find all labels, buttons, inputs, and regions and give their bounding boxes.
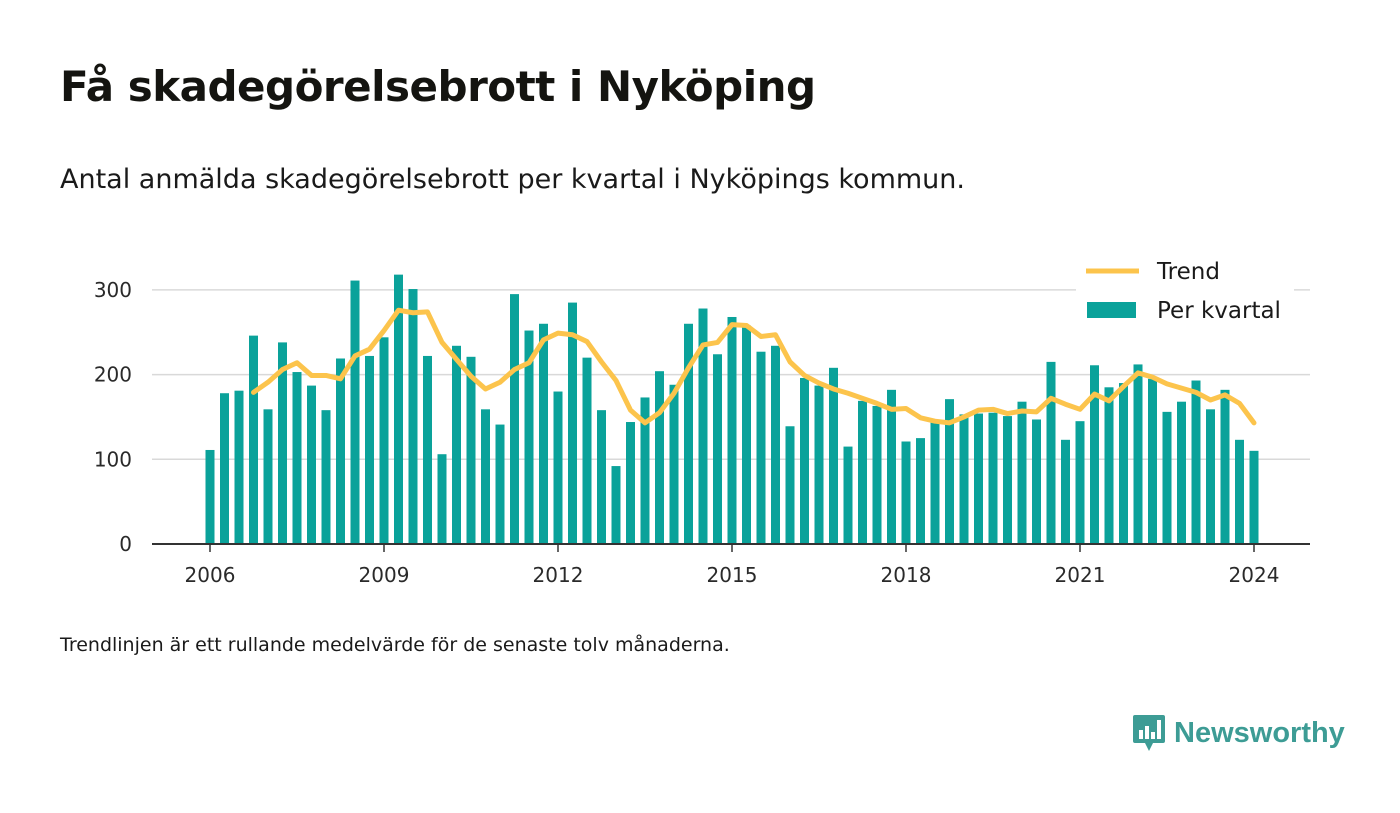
bar (1177, 401, 1186, 544)
bar (785, 426, 795, 544)
bar (829, 367, 838, 544)
bar (524, 330, 534, 544)
bar (510, 294, 519, 544)
chart: 0 100 200 300 2006 2009 2012 2015 2018 2021 2024 T… (93, 255, 1310, 587)
bar (278, 342, 287, 544)
bar (220, 393, 229, 544)
brand-name: Newsworthy (1174, 716, 1345, 749)
bar (988, 412, 998, 544)
bar (945, 399, 954, 544)
x-tick-label: 2012 (533, 563, 584, 587)
bar (495, 424, 505, 544)
bar (959, 414, 969, 544)
bar (887, 389, 896, 544)
bar (916, 438, 925, 544)
x-tick-label: 2006 (185, 563, 236, 587)
bar (858, 400, 867, 544)
bar (742, 325, 751, 544)
bar (321, 410, 331, 544)
x-tick-label: 2021 (1055, 563, 1106, 587)
bar (568, 302, 577, 544)
bar (597, 410, 606, 544)
bar (640, 397, 650, 544)
bar (1148, 378, 1157, 544)
bar (249, 335, 258, 544)
y-tick-label: 0 (119, 532, 132, 556)
bar (713, 354, 722, 544)
bar (481, 409, 490, 544)
bar (1003, 416, 1012, 544)
bar (263, 409, 273, 544)
chart-title: Få skadegörelsebrott i Nyköping (60, 62, 816, 111)
brand-logo: Newsworthy (1132, 712, 1345, 754)
bar (800, 377, 809, 544)
newsworthy-logo-icon (1133, 715, 1165, 751)
bar (1235, 439, 1244, 544)
bar (814, 385, 824, 544)
legend-swatch-per-kvartal (1087, 302, 1136, 318)
y-tick-label: 200 (94, 363, 132, 387)
bar (872, 405, 882, 544)
bar (466, 356, 476, 544)
axes: 0 100 200 300 2006 2009 2012 2015 2018 2021 2024 (94, 278, 1310, 587)
bar (553, 391, 563, 544)
bar (1119, 383, 1128, 544)
bar (727, 316, 737, 544)
legend-label-trend: Trend (1156, 259, 1220, 285)
bar (307, 385, 316, 544)
bar-series (205, 274, 1259, 544)
x-tick-label: 2009 (359, 563, 410, 587)
bar (1075, 421, 1085, 544)
bar (234, 390, 244, 544)
bar (843, 446, 853, 544)
bar (1249, 450, 1259, 544)
bar (1046, 361, 1056, 544)
bar (1090, 365, 1099, 544)
bar (974, 413, 983, 544)
bar (901, 441, 911, 544)
bar (582, 357, 592, 544)
bar (350, 280, 360, 544)
bar (756, 351, 766, 544)
bar (292, 372, 302, 544)
bar (423, 355, 432, 544)
legend: Trend Per kvartal (1076, 255, 1294, 345)
bar (1032, 419, 1041, 544)
x-tick-label: 2024 (1229, 563, 1280, 587)
bar (771, 345, 780, 544)
bar (669, 384, 679, 544)
y-tick-label: 100 (94, 447, 132, 471)
x-tick-label: 2018 (881, 563, 932, 587)
bar (1061, 439, 1070, 544)
bar (205, 449, 215, 544)
y-tick-label: 300 (94, 278, 132, 302)
bar (1133, 364, 1143, 544)
bar (930, 420, 940, 544)
bar (336, 358, 345, 544)
bar (1017, 401, 1027, 544)
bar (1162, 411, 1172, 544)
bar (394, 274, 403, 544)
bar (408, 289, 418, 544)
trend-line (251, 307, 1257, 426)
bar (1104, 387, 1114, 544)
footnote: Trendlinjen är ett rullande medelvärde f… (60, 634, 730, 656)
bar (655, 371, 664, 544)
bar (452, 345, 461, 544)
bar (1206, 409, 1215, 544)
bar (611, 466, 621, 544)
bar (698, 308, 708, 544)
bar (365, 355, 374, 544)
bar (626, 422, 635, 544)
bar (437, 454, 447, 544)
bar (379, 337, 389, 544)
chart-subtitle: Antal anmälda skadegörelsebrott per kvar… (60, 164, 965, 195)
legend-label-per-kvartal: Per kvartal (1157, 298, 1281, 324)
x-tick-label: 2015 (707, 563, 758, 587)
trend-series (251, 307, 1257, 426)
bar (684, 323, 693, 544)
bar (1220, 389, 1230, 544)
bar (1191, 380, 1201, 544)
bar (539, 323, 548, 544)
